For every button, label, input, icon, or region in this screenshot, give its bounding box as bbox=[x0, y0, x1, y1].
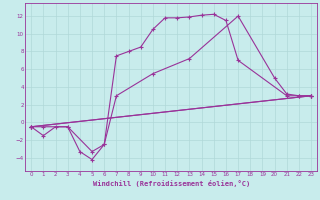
X-axis label: Windchill (Refroidissement éolien,°C): Windchill (Refroidissement éolien,°C) bbox=[92, 180, 250, 187]
